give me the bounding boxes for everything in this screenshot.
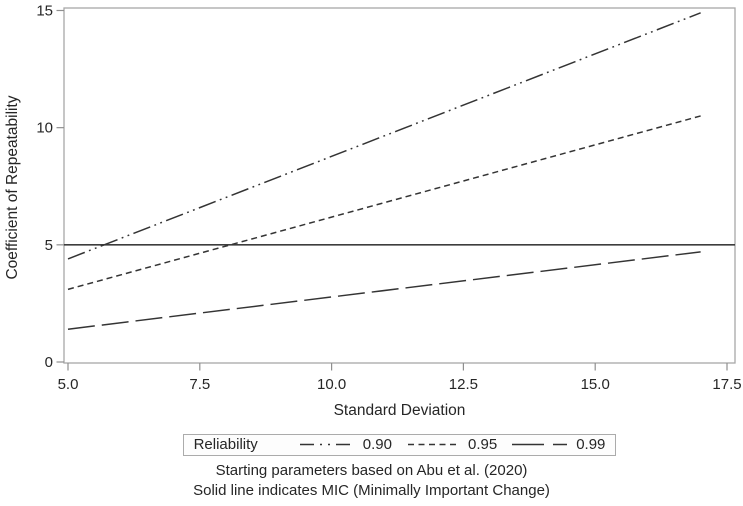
- legend-line-sample-095-icon: [408, 443, 459, 446]
- footnote-mic: Solid line indicates MIC (Minimally Impo…: [193, 481, 550, 499]
- x-tick-label: 15.0: [581, 376, 610, 393]
- legend-entry: 0.90: [299, 436, 392, 453]
- plot-border: [63, 7, 736, 364]
- y-tick-label: 10: [36, 120, 53, 137]
- legend-line-sample-090-icon: [299, 443, 353, 446]
- x-tick-label: 12.5: [449, 376, 478, 393]
- legend-title: Reliability: [193, 436, 258, 453]
- footnote-starting-parameters: Starting parameters based on Abu et al. …: [215, 462, 528, 479]
- y-tick-label: 15: [36, 3, 53, 20]
- legend-entry: 0.95: [407, 436, 497, 453]
- legend-entry-label: 0.99: [576, 436, 606, 453]
- x-tick-label: 7.5: [189, 376, 210, 393]
- series-line-0.90: [67, 12, 701, 260]
- y-tick-label: 5: [45, 237, 53, 254]
- footnotes: Starting parameters based on Abu et al. …: [0, 461, 743, 500]
- legend-entry-label: 0.90: [362, 436, 392, 453]
- legend-line-sample-099-icon: [512, 443, 568, 446]
- y-tick-label: 0: [45, 354, 53, 371]
- x-tick-label: 17.5: [712, 376, 741, 393]
- legend-entry: 0.99: [512, 436, 605, 453]
- line-chart: 0 5 10 15 5.0 7.5 10.0 12.5 15.0 17.5 Standard Dev…: [4, 3, 742, 420]
- legend-row: Reliability 0.90 0.95 0.99: [64, 434, 735, 456]
- legend: Reliability 0.90 0.95 0.99: [182, 434, 617, 456]
- series-line-0.99: [67, 251, 701, 330]
- y-axis-title: Coefficient of Repeatability: [4, 95, 21, 279]
- x-tick-label: 10.0: [317, 376, 346, 393]
- x-tick-label: 5.0: [58, 376, 79, 393]
- x-axis-title: Standard Deviation: [334, 402, 466, 419]
- series-line-0.95: [67, 115, 701, 291]
- legend-entry-label: 0.95: [468, 436, 498, 453]
